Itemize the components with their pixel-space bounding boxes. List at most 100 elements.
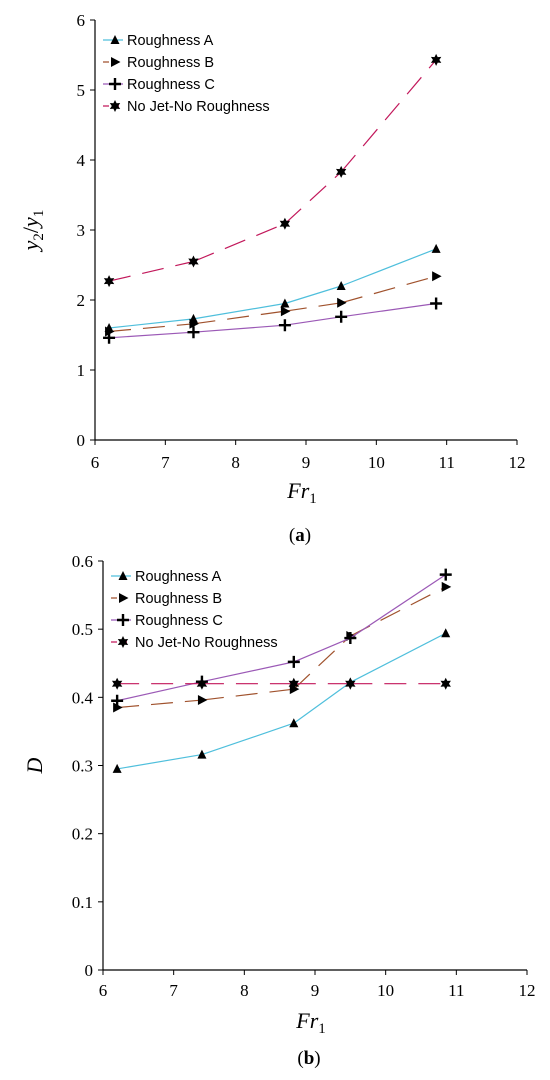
x-tick-label: 6 — [99, 981, 108, 1000]
y-tick-label: 0.2 — [72, 825, 93, 844]
data-point — [112, 763, 122, 773]
data-point — [344, 632, 357, 645]
series-line-segment — [284, 316, 342, 326]
series-roughness-b — [105, 271, 442, 337]
data-point — [430, 53, 442, 66]
data-point — [337, 297, 347, 308]
y-axis-label: y2/y1 — [18, 210, 47, 253]
series-no-jet-no-roughness — [111, 677, 451, 690]
data-point — [432, 271, 442, 282]
y-tick-label: 0.4 — [72, 688, 94, 707]
legend-label: No Jet-No Roughness — [127, 99, 270, 115]
legend-marker — [119, 593, 129, 603]
data-point — [335, 310, 348, 323]
x-axis-label: Fr1 — [286, 478, 317, 507]
series-line-segment — [117, 699, 202, 709]
data-point — [288, 677, 299, 690]
data-point — [103, 331, 116, 344]
legend-label: Roughness C — [127, 77, 215, 93]
y-tick-label: 3 — [77, 221, 86, 240]
series-line-segment — [109, 331, 194, 339]
legend: Roughness A Roughness B Roughness C No Jet-… — [111, 569, 278, 651]
data-point — [289, 718, 299, 728]
series-line-segment — [340, 248, 437, 287]
series-line-segment — [117, 754, 203, 770]
series-line-segment — [193, 310, 285, 325]
series-line-segment — [109, 323, 194, 333]
data-point — [440, 677, 451, 690]
x-tick-label: 10 — [377, 981, 394, 1000]
x-tick-label: 6 — [91, 453, 100, 472]
series-line-segment — [108, 260, 194, 282]
series-line-segment — [293, 635, 351, 690]
x-tick-label: 9 — [302, 453, 311, 472]
legend-marker — [110, 35, 120, 44]
legend-label: Roughness B — [135, 591, 222, 607]
series-no-jet-no-roughness — [103, 53, 442, 288]
series-line-segment — [341, 275, 437, 304]
data-point — [111, 677, 123, 690]
legend-marker — [109, 100, 121, 112]
series-line-segment — [293, 637, 351, 663]
data-point — [188, 255, 199, 268]
series-roughness-c — [103, 297, 443, 344]
y-tick-label: 0.1 — [72, 893, 93, 912]
data-point — [336, 281, 346, 290]
y-tick-label: 6 — [77, 11, 86, 30]
data-point — [439, 568, 452, 581]
series-roughness-a — [104, 243, 441, 332]
legend-marker — [118, 571, 128, 580]
data-point — [278, 319, 291, 332]
x-tick-label: 12 — [519, 981, 536, 1000]
series-line-segment — [109, 318, 194, 329]
panel-caption: (b) — [297, 1048, 320, 1069]
legend-label: Roughness A — [127, 33, 214, 49]
x-axis-label: Fr1 — [295, 1008, 326, 1037]
series-line-segment — [341, 302, 437, 318]
series-line-segment — [350, 574, 447, 639]
data-point — [431, 243, 441, 253]
data-point — [345, 677, 356, 690]
data-point — [187, 326, 200, 339]
x-tick-label: 8 — [231, 453, 240, 472]
series-line-segment — [201, 722, 294, 756]
legend-label: No Jet-No Roughness — [135, 635, 278, 651]
y-tick-label: 5 — [77, 81, 86, 100]
data-point — [105, 326, 115, 337]
series-line-segment — [193, 324, 285, 333]
y-tick-label: 0 — [85, 961, 94, 980]
data-point — [441, 628, 451, 638]
x-tick-label: 7 — [161, 453, 170, 472]
x-tick-label: 8 — [240, 981, 249, 1000]
series-line-segment — [293, 681, 351, 724]
x-tick-label: 9 — [311, 981, 320, 1000]
x-tick-label: 7 — [169, 981, 178, 1000]
legend-label: Roughness B — [127, 55, 214, 71]
y-tick-label: 4 — [77, 151, 86, 170]
x-tick-label: 11 — [438, 453, 454, 472]
series-line-segment — [284, 171, 342, 225]
data-point — [197, 749, 207, 759]
x-tick-label: 11 — [448, 981, 464, 1000]
legend-marker — [111, 57, 121, 67]
series-line-segment — [201, 661, 294, 683]
legend-marker — [109, 78, 121, 90]
chart-panel-b: 6 7 8 9 10 11 12 0 0.1 0.2 0.3 0.4 0.5 0.6 Fr1 D Roughne… — [22, 552, 536, 1069]
legend-marker — [117, 636, 129, 648]
legend-label: Roughness C — [135, 613, 223, 629]
y-tick-label: 2 — [77, 291, 86, 310]
y-tick-label: 0 — [77, 431, 86, 450]
data-point — [103, 275, 115, 288]
series-line-segment — [350, 632, 447, 683]
data-point — [289, 684, 300, 695]
series-line-segment — [284, 302, 342, 312]
data-point — [280, 306, 291, 317]
data-point — [280, 298, 290, 308]
data-point — [441, 581, 452, 592]
legend: Roughness A Roughness B Roughness C No Jet-… — [103, 33, 270, 115]
data-point — [113, 702, 123, 713]
series-line-segment — [117, 681, 203, 702]
data-point — [430, 297, 443, 310]
